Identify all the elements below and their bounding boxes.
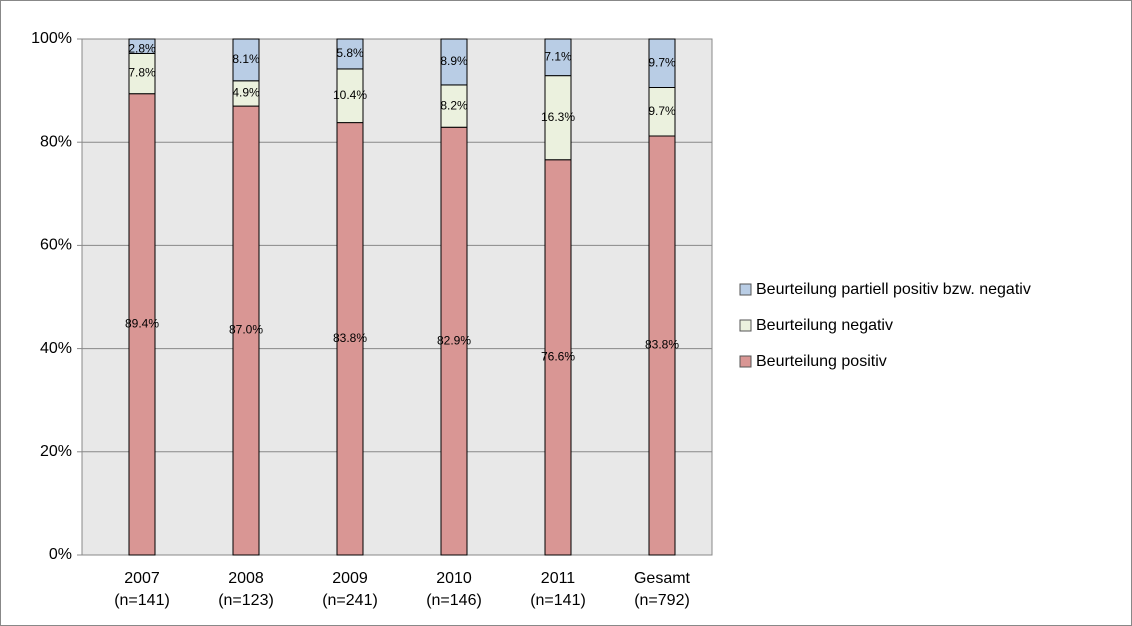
value-label: 8.9%: [440, 54, 468, 68]
x-tick-label: 2007 (n=141): [114, 570, 170, 609]
bar-segment: [336, 38, 364, 70]
y-tick-label: 40%: [40, 340, 72, 357]
y-tick-label: 100%: [31, 30, 72, 47]
bar-segment: [128, 38, 156, 54]
bar-segment: [336, 68, 364, 124]
value-label: 87.0%: [229, 323, 263, 337]
value-label: 2.8%: [128, 41, 156, 55]
value-label: 89.4%: [125, 317, 159, 331]
value-label: 9.7%: [648, 104, 676, 118]
bar-segment: [440, 84, 468, 128]
value-label: 16.3%: [541, 110, 575, 124]
value-label: 7.8%: [128, 66, 156, 80]
bar-segment: [440, 38, 468, 86]
bar-segment: [648, 87, 676, 137]
legend-swatch: [739, 319, 752, 332]
x-tick-label: Gesamt (n=792): [633, 570, 690, 609]
value-label: 5.8%: [336, 46, 364, 60]
y-tick-label: 60%: [40, 237, 72, 254]
bar-segment: [544, 38, 572, 77]
value-label: 82.9%: [437, 333, 471, 347]
x-tick-label: 2009 (n=241): [322, 570, 378, 609]
bar-segment: [544, 159, 572, 556]
value-label: 8.1%: [232, 52, 260, 66]
x-tick-label: 2008 (n=123): [218, 570, 274, 609]
y-tick-label: 80%: [40, 133, 72, 150]
bar-segment: [440, 126, 468, 556]
value-label: 10.4%: [333, 88, 367, 102]
legend-label: Beurteilung positiv: [756, 353, 887, 370]
x-tick-label: 2010 (n=146): [426, 570, 482, 609]
bar-segment: [648, 38, 676, 88]
bar-segment: [648, 135, 676, 556]
bar-segment: [232, 105, 260, 556]
bar-segment: [232, 80, 260, 107]
legend-label: Beurteilung partiell positiv bzw. negati…: [756, 281, 1031, 298]
value-label: 7.1%: [544, 49, 572, 63]
value-label: 83.8%: [645, 338, 679, 352]
legend-swatch: [739, 355, 752, 368]
x-tick-label: 2011 (n=141): [530, 570, 586, 609]
bar-segment: [544, 75, 572, 161]
y-tick-label: 20%: [40, 443, 72, 460]
value-label: 83.8%: [333, 331, 367, 345]
legend-swatch: [739, 283, 752, 296]
value-label: 76.6%: [541, 350, 575, 364]
value-label: 4.9%: [232, 86, 260, 100]
plot-area: [81, 38, 713, 556]
legend-label: Beurteilung negativ: [756, 317, 893, 334]
bar-segment: [232, 38, 260, 82]
value-label: 9.7%: [648, 55, 676, 69]
value-label: 8.2%: [440, 98, 468, 112]
y-tick-label: 0%: [49, 546, 72, 563]
